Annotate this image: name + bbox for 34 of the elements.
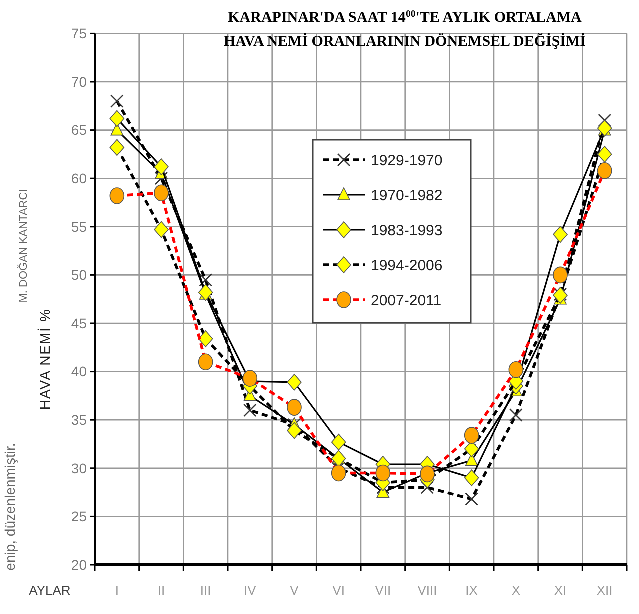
x-tick-label: I [115, 583, 119, 598]
x-tick-label: IX [466, 583, 478, 598]
legend-label: 1983-1993 [371, 222, 443, 240]
y-tick-label: 45 [71, 315, 88, 332]
text: M. DOĞAN KANTARCI [17, 189, 30, 303]
legend-label: 1929-1970 [371, 152, 443, 170]
legend-label: 2007-2011 [371, 292, 442, 310]
y-tick-label: 20 [71, 556, 88, 573]
y-tick-label: 70 [71, 74, 88, 90]
y-tick-label: 30 [71, 460, 88, 476]
text: enip, düzenlenmiştir. [2, 443, 18, 571]
x-tick-label: V [290, 583, 300, 598]
y-tick-label: 55 [71, 218, 88, 235]
y-axis-title: HAVA NEMİ % [37, 308, 53, 410]
x-tick-label: XII [596, 583, 613, 598]
legend-label: 1970-1982 [371, 187, 443, 204]
y-tick-label: 65 [71, 122, 88, 138]
x-tick-label: VII [375, 583, 392, 598]
x-tick-label: VIII [418, 583, 438, 598]
x-tick-label: II [158, 583, 166, 598]
x-axis-title: AYLAR [29, 583, 71, 598]
legend-label: 1994-2006 [371, 257, 443, 274]
y-tick-label: 60 [71, 170, 88, 186]
x-tick-label: IV [244, 583, 257, 598]
y-tick-label: 75 [71, 26, 88, 42]
x-tick-label: X [512, 583, 521, 598]
x-tick-label: VI [332, 583, 345, 598]
y-tick-label: 35 [71, 412, 88, 428]
y-tick-label: 40 [71, 364, 88, 380]
x-tick-label: XI [554, 583, 567, 598]
y-tick-label: 50 [71, 267, 88, 284]
y-tick-label: 25 [71, 508, 88, 525]
chart-title: KARAPINAR'DA SAAT 14$^{00}$'TE AYLIK ORTALAMA HAVA NEMİ ORANLARININ DÖNEMSEL DEĞİŞİMİ [224, 8, 586, 50]
x-tick-label: III [200, 583, 212, 598]
